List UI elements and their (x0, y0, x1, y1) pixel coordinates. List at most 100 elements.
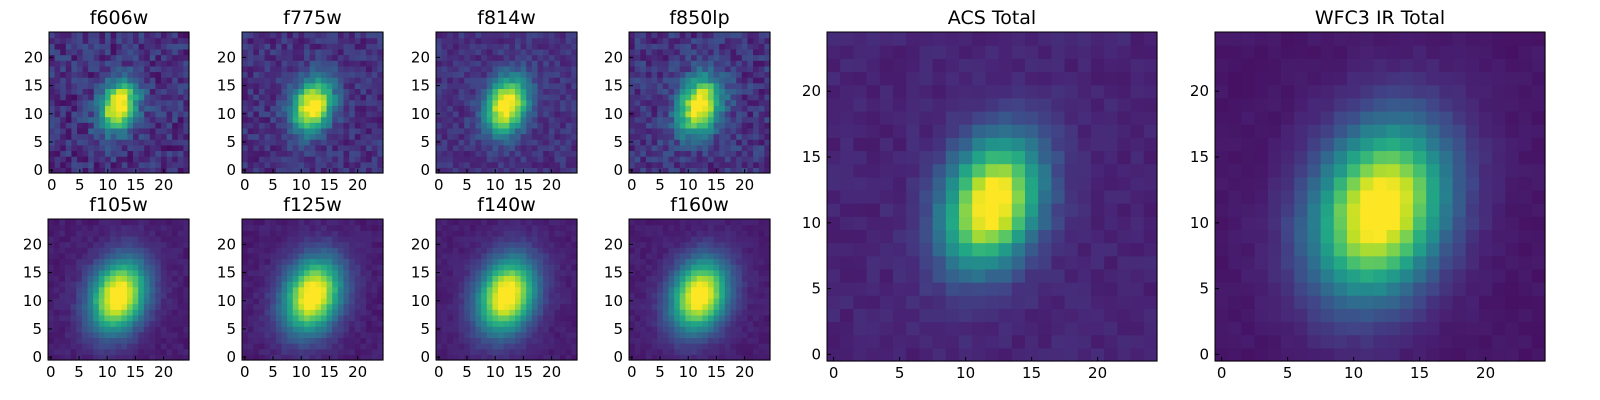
heatmap-cell (707, 77, 715, 84)
heatmap-cell (520, 252, 527, 260)
heatmap-cell (242, 286, 249, 293)
heatmap-cell (492, 105, 499, 112)
heatmap-cell (110, 269, 117, 276)
heatmap-cell (98, 314, 105, 322)
heatmap-cell (498, 105, 505, 112)
heatmap-cell (116, 43, 123, 50)
heatmap-cell (287, 161, 294, 168)
heatmap-cell (645, 348, 653, 355)
heatmap-cell (492, 247, 499, 254)
heatmap-cell (498, 71, 505, 78)
heatmap-cell (315, 60, 322, 67)
heatmap-cell (481, 65, 488, 73)
heatmap-cell (481, 286, 488, 293)
heatmap-cell (309, 54, 316, 61)
heatmap-cell (264, 354, 271, 361)
heatmap-cell (360, 309, 367, 316)
heatmap-cell (126, 303, 134, 310)
heatmap-cell (126, 343, 134, 350)
heatmap-cell (247, 292, 254, 299)
heatmap-cell (498, 331, 505, 339)
heatmap-cell (736, 258, 743, 265)
heatmap-cell (155, 32, 162, 39)
heatmap-cell (70, 286, 77, 293)
heatmap-cell (492, 343, 499, 350)
heatmap-cell (492, 99, 499, 106)
x-tick-label: 10 (486, 363, 505, 381)
heatmap-cell (59, 348, 66, 355)
heatmap-cell (707, 354, 715, 361)
heatmap-cell (640, 122, 647, 129)
heatmap-cell (565, 326, 572, 333)
heatmap-cell (64, 286, 72, 293)
heatmap-cell (498, 354, 505, 361)
heatmap-cell (127, 150, 134, 157)
heatmap-cell (657, 348, 664, 355)
heatmap-cell (452, 326, 460, 333)
heatmap-cell (452, 286, 460, 293)
heatmap-cell (287, 127, 294, 135)
heatmap-cell (503, 292, 510, 299)
heatmap-cell (70, 343, 77, 350)
heatmap-cell (53, 235, 60, 243)
heatmap-cell (143, 235, 151, 243)
heatmap-cell (270, 348, 277, 355)
heatmap-cell (320, 286, 328, 293)
heatmap-cell (98, 309, 105, 316)
x-tick-label: 20 (542, 176, 561, 194)
heatmap-cell (526, 127, 533, 135)
heatmap-cell (53, 331, 60, 339)
heatmap-cell (753, 348, 760, 355)
heatmap-cell (548, 326, 556, 333)
heatmap-cell (548, 32, 556, 39)
heatmap-cell (49, 48, 56, 56)
heatmap-cell (736, 297, 743, 305)
heatmap-cell (270, 331, 277, 339)
heatmap-cell (724, 144, 732, 152)
heatmap-cell (116, 88, 123, 95)
heatmap-cell (93, 320, 100, 327)
heatmap-cell (110, 167, 117, 174)
heatmap-cell (253, 247, 260, 254)
heatmap-cell (371, 258, 378, 265)
heatmap-cell (247, 167, 254, 174)
heatmap-cell (662, 354, 670, 361)
heatmap-cell (53, 269, 60, 276)
heatmap-cell (651, 167, 658, 174)
heatmap-cell (304, 60, 311, 67)
heatmap-cell (685, 286, 692, 293)
heatmap-cell (166, 275, 173, 282)
heatmap-cell (531, 343, 539, 350)
heatmap-cell (149, 94, 156, 101)
heatmap-cell (275, 133, 283, 140)
heatmap-cell (65, 161, 72, 168)
heatmap-cell (565, 264, 572, 271)
heatmap-cell (492, 331, 499, 339)
heatmap-cell (645, 43, 653, 50)
x-tick-label: 10 (98, 363, 117, 381)
axes-frame (48, 31, 190, 174)
heatmap-cell (183, 116, 190, 123)
heatmap-cell (629, 161, 636, 168)
heatmap-cell (696, 77, 703, 84)
heatmap-cell (371, 326, 378, 333)
heatmap-cell (242, 127, 249, 135)
heatmap-cell (730, 122, 737, 129)
heatmap-cell (258, 116, 266, 123)
heatmap-cell (99, 60, 106, 67)
heatmap-cell (531, 139, 539, 146)
heatmap-cell (143, 269, 151, 276)
heatmap-cell (736, 54, 743, 61)
heatmap-cell (292, 252, 299, 260)
heatmap-cell (651, 337, 658, 344)
heatmap-cell (121, 309, 128, 316)
heatmap-cell (264, 99, 271, 106)
heatmap-cell (377, 43, 384, 50)
heatmap-cell (469, 348, 477, 355)
heatmap-cell (668, 337, 675, 344)
heatmap-cell (520, 264, 527, 271)
heatmap-cell (747, 309, 754, 316)
heatmap-cell (59, 269, 66, 276)
heatmap-cell (87, 235, 94, 243)
heatmap-cell (88, 43, 95, 50)
